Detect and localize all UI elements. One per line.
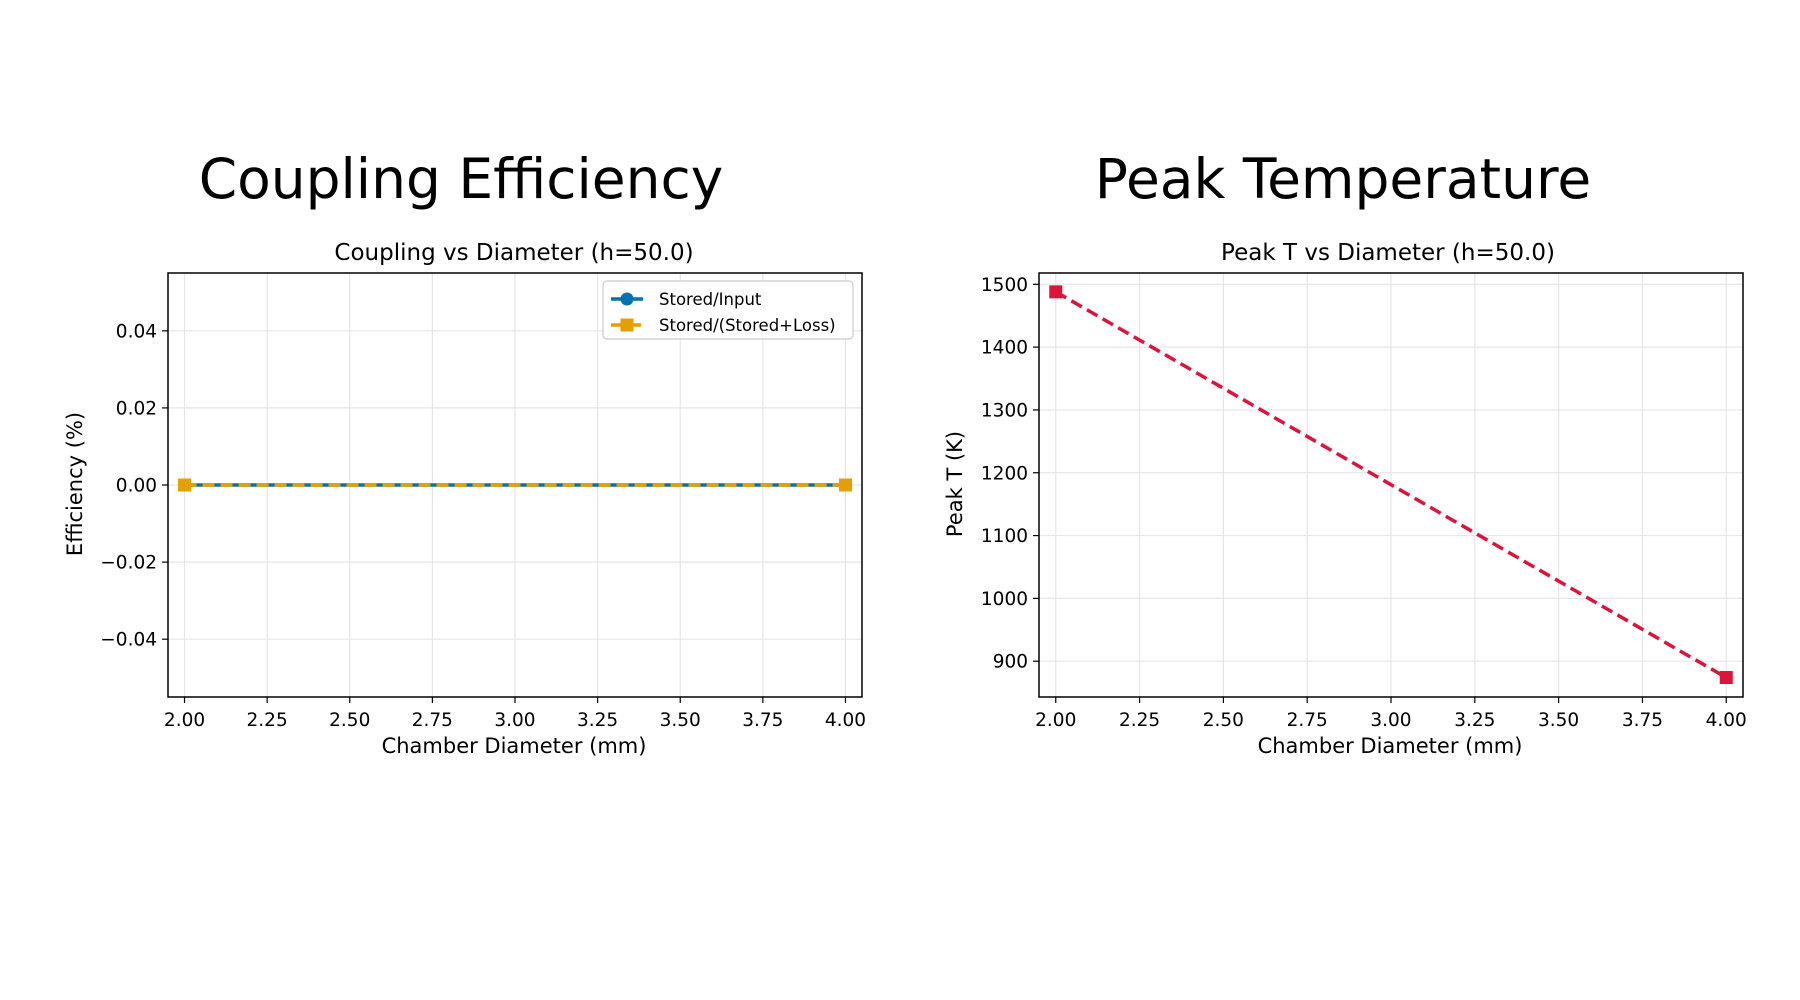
x-tick-label: 3.25 [577, 710, 618, 731]
data-point [1719, 671, 1733, 685]
legend-marker [620, 292, 634, 306]
panel-title-peak-temperature: Peak Temperature [1095, 147, 1591, 211]
legend-marker [620, 318, 634, 332]
x-tick-label: 3.50 [1538, 710, 1579, 731]
chart-title-peak-t: Peak T vs Diameter (h=50.0) [1221, 240, 1555, 266]
data-point [178, 478, 192, 492]
x-tick-label: 2.00 [164, 710, 205, 731]
y-tick-label: −0.02 [100, 553, 157, 574]
y-tick-label: 1000 [981, 589, 1028, 610]
x-tick-label: 2.25 [1119, 710, 1160, 731]
legend-label: Stored/(Stored+Loss) [659, 316, 836, 335]
x-tick-label: 3.00 [1370, 710, 1411, 731]
data-point [838, 478, 852, 492]
y-axis-label-coupling: Efficiency (%) [63, 412, 87, 556]
x-tick-label: 2.25 [247, 710, 288, 731]
y-tick-label: 900 [993, 652, 1028, 673]
series-line-1 [1054, 290, 1728, 680]
x-tick-label: 2.75 [412, 710, 453, 731]
x-tick-label: 3.50 [660, 710, 701, 731]
y-tick-label: 0.00 [116, 476, 157, 497]
legend-box [602, 280, 854, 340]
x-axis-label-coupling: Chamber Diameter (mm) [382, 734, 647, 758]
x-tick-label: 4.00 [1706, 710, 1747, 731]
y-axis-label-peak-t: Peak T (K) [943, 431, 967, 537]
x-tick-label: 2.00 [1035, 710, 1076, 731]
x-tick-label: 2.50 [1203, 710, 1244, 731]
y-tick-label: 0.04 [116, 321, 157, 342]
panel-title-coupling: Coupling Efficiency [199, 147, 724, 211]
chart-title-coupling: Coupling vs Diameter (h=50.0) [334, 240, 693, 266]
plot-area-coupling: 2.00 2.25 2.50 2.75 3.00 3.25 3.50 3.75 4.00 −0.0… [100, 272, 866, 731]
x-tick-label: 3.75 [742, 710, 783, 731]
y-tick-label: 1500 [981, 275, 1028, 296]
axes-frame [1038, 272, 1744, 698]
x-tick-label: 2.50 [329, 710, 370, 731]
x-axis-label-peak-t: Chamber Diameter (mm) [1258, 734, 1523, 758]
x-tick-label: 3.00 [494, 710, 535, 731]
y-tick-label: 1400 [981, 338, 1028, 359]
y-tick-label: 0.02 [116, 398, 157, 419]
axes-frame [167, 272, 863, 698]
y-tick-label: 1200 [981, 463, 1028, 484]
x-tick-label: 2.75 [1287, 710, 1328, 731]
plot-area-peak-t: 2.00 2.25 2.50 2.75 3.00 3.25 3.50 3.75 4.00 900 1… [981, 272, 1747, 731]
y-tick-label: 1100 [981, 526, 1028, 547]
y-tick-label: 1300 [981, 400, 1028, 421]
legend-label: Stored/Input [659, 290, 762, 309]
y-tick-label: −0.04 [100, 630, 157, 651]
data-point [1049, 285, 1063, 299]
x-tick-label: 3.75 [1622, 710, 1663, 731]
x-tick-label: 3.25 [1454, 710, 1495, 731]
x-tick-label: 4.00 [825, 710, 866, 731]
